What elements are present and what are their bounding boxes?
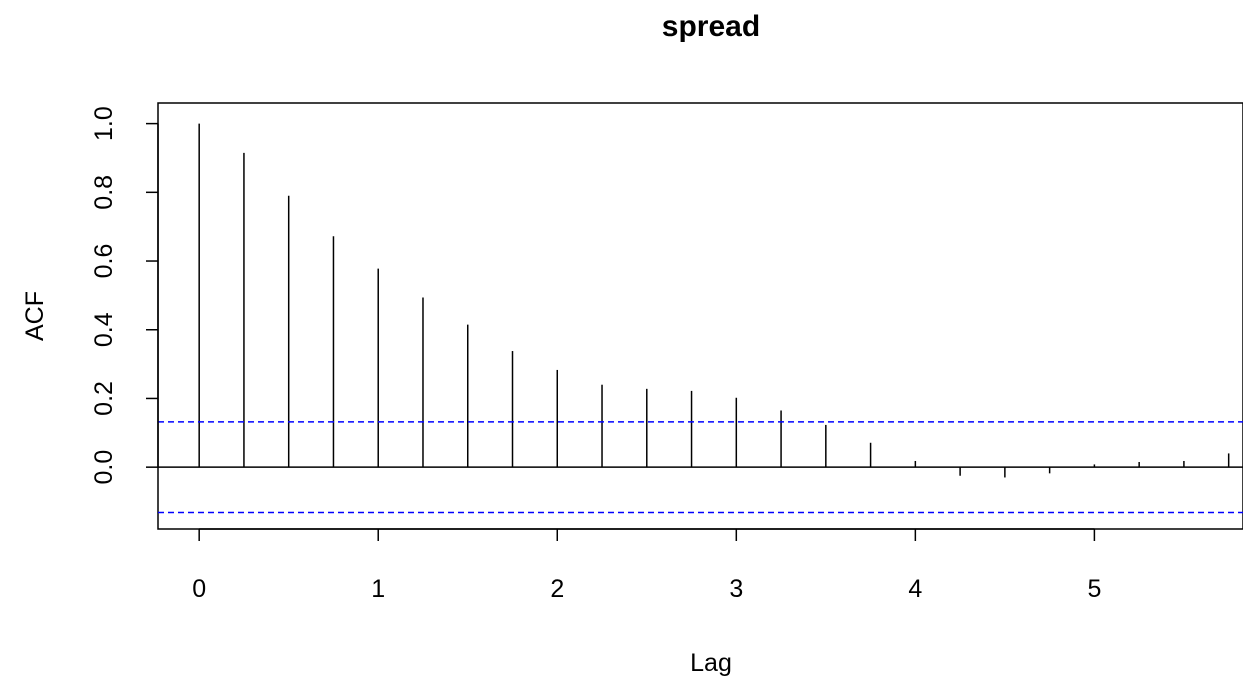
x-tick-label: 1	[371, 575, 385, 603]
x-tick-label: 4	[908, 575, 922, 603]
x-tick-label: 2	[550, 575, 564, 603]
x-tick-label: 3	[729, 575, 743, 603]
x-axis-label: Lag	[690, 649, 732, 677]
y-tick-label: 0.8	[90, 175, 118, 210]
y-tick-label: 0.4	[90, 312, 118, 347]
plot-frame	[157, 102, 1243, 530]
confidence-bounds	[158, 421, 1243, 514]
chart-title: spread	[662, 10, 760, 43]
y-axis-label: ACF	[21, 291, 49, 341]
y-tick-label: 1.0	[90, 106, 118, 141]
y-tick-label: 0.2	[90, 381, 118, 416]
y-tick-label: 0.6	[90, 244, 118, 279]
y-tick-label: 0.0	[90, 450, 118, 485]
acf-bars	[158, 123, 1243, 478]
x-tick-label: 5	[1087, 575, 1101, 603]
x-tick-label: 0	[192, 575, 206, 603]
y-axis: 0.0 0.2 0.4 0.6 0.8 1.0	[90, 106, 159, 485]
x-axis: 0 1 2 3 4 5	[192, 528, 1101, 603]
